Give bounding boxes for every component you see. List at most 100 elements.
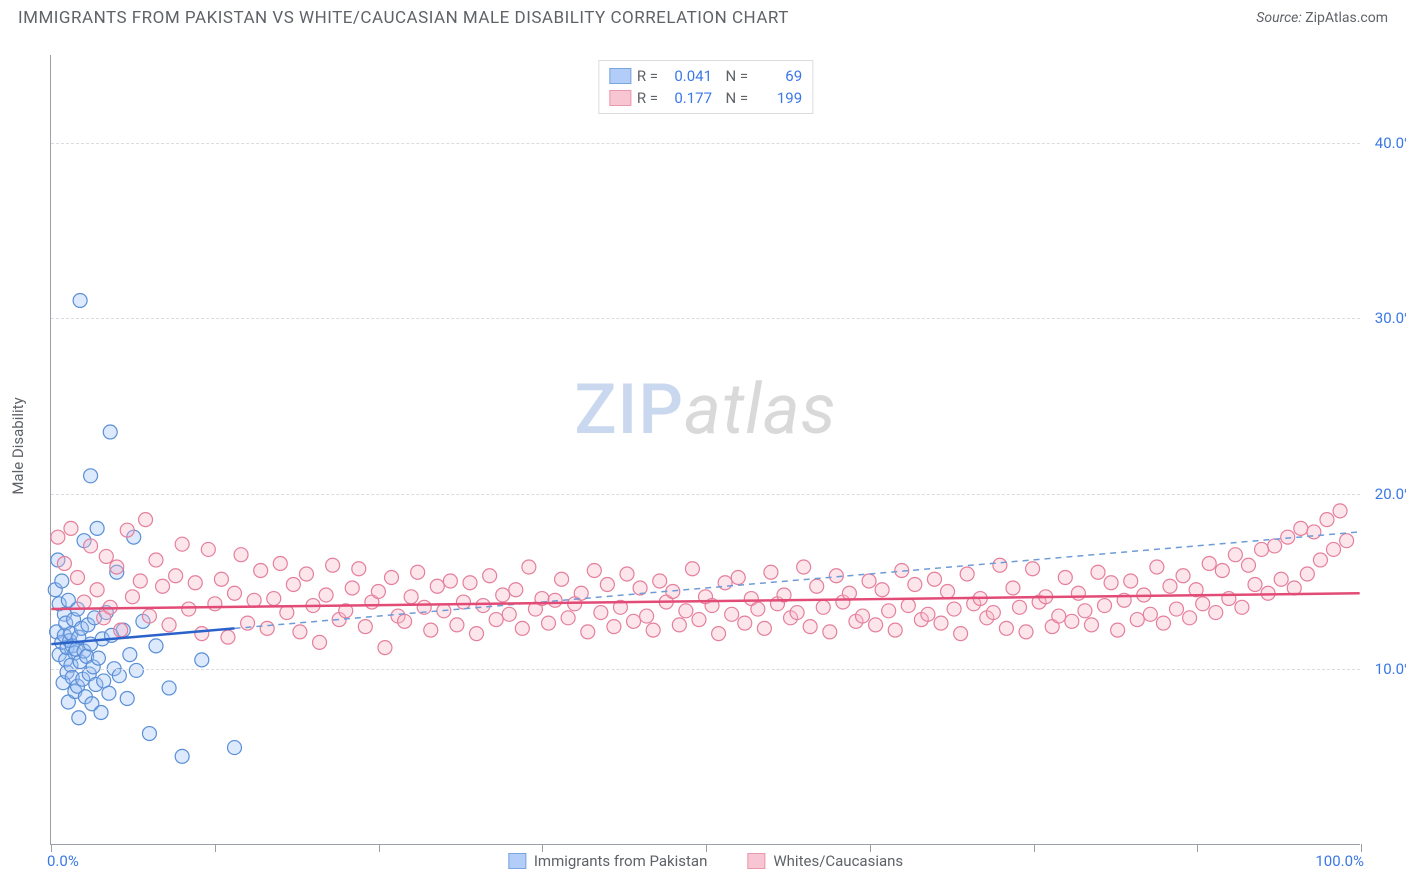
data-point bbox=[424, 623, 438, 637]
data-point bbox=[640, 609, 654, 623]
data-point bbox=[1058, 571, 1072, 585]
data-point bbox=[228, 741, 242, 755]
data-point bbox=[123, 648, 137, 662]
data-point bbox=[201, 542, 215, 556]
data-point bbox=[999, 621, 1013, 635]
data-point bbox=[214, 572, 228, 586]
data-point bbox=[247, 593, 261, 607]
data-point bbox=[280, 606, 294, 620]
data-point bbox=[175, 537, 189, 551]
data-point bbox=[286, 578, 300, 592]
stat-r-label: R = bbox=[637, 89, 658, 107]
x-tick bbox=[379, 844, 380, 852]
data-point bbox=[1235, 600, 1249, 614]
data-point bbox=[751, 602, 765, 616]
data-point bbox=[653, 574, 667, 588]
data-point bbox=[954, 627, 968, 641]
data-point bbox=[901, 599, 915, 613]
data-point bbox=[313, 635, 327, 649]
data-point bbox=[1327, 542, 1341, 556]
data-point bbox=[182, 602, 196, 616]
data-point bbox=[1026, 562, 1040, 576]
data-point bbox=[1281, 530, 1295, 544]
data-point bbox=[221, 630, 235, 644]
data-point bbox=[947, 602, 961, 616]
data-point bbox=[679, 604, 693, 618]
data-point bbox=[1091, 565, 1105, 579]
data-point bbox=[856, 609, 870, 623]
x-tick bbox=[215, 844, 216, 852]
legend-item-white: Whites/Caucasians bbox=[747, 852, 903, 870]
data-point bbox=[502, 607, 516, 621]
data-point bbox=[260, 621, 274, 635]
data-point bbox=[738, 616, 752, 630]
data-point bbox=[927, 572, 941, 586]
data-point bbox=[378, 641, 392, 655]
data-point bbox=[888, 623, 902, 637]
data-point bbox=[371, 585, 385, 599]
data-point bbox=[816, 600, 830, 614]
source-value: ZipAtlas.com bbox=[1305, 10, 1388, 26]
data-point bbox=[103, 425, 117, 439]
data-point bbox=[228, 586, 242, 600]
data-point bbox=[73, 293, 87, 307]
data-point bbox=[941, 585, 955, 599]
swatch-white-icon bbox=[747, 853, 765, 869]
data-point bbox=[352, 562, 366, 576]
data-point bbox=[456, 595, 470, 609]
x-tick bbox=[870, 844, 871, 852]
data-point bbox=[57, 556, 71, 570]
data-point bbox=[72, 711, 86, 725]
y-tick-label: 30.0% bbox=[1375, 309, 1406, 327]
data-point bbox=[430, 579, 444, 593]
data-point bbox=[1313, 553, 1327, 567]
data-point bbox=[882, 604, 896, 618]
data-point bbox=[470, 627, 484, 641]
legend-item-pakistan: Immigrants from Pakistan bbox=[508, 852, 708, 870]
data-point bbox=[1176, 569, 1190, 583]
data-point bbox=[1104, 576, 1118, 590]
data-point bbox=[993, 558, 1007, 572]
data-point bbox=[51, 530, 65, 544]
data-point bbox=[803, 620, 817, 634]
data-point bbox=[169, 569, 183, 583]
data-point bbox=[77, 595, 91, 609]
data-point bbox=[273, 556, 287, 570]
data-point bbox=[986, 606, 1000, 620]
data-point bbox=[175, 749, 189, 763]
y-tick-label: 20.0% bbox=[1375, 485, 1406, 503]
data-point bbox=[823, 625, 837, 639]
data-point bbox=[810, 579, 824, 593]
data-point bbox=[1019, 625, 1033, 639]
data-point bbox=[862, 574, 876, 588]
data-point bbox=[561, 611, 575, 625]
data-point bbox=[1241, 558, 1255, 572]
data-point bbox=[326, 558, 340, 572]
data-point bbox=[1111, 623, 1125, 637]
data-point bbox=[102, 686, 116, 700]
stats-row-white: R = 0.177 N = 199 bbox=[609, 87, 802, 109]
data-point bbox=[1228, 548, 1242, 562]
x-tick bbox=[1034, 844, 1035, 852]
source-attribution: Source: ZipAtlas.com bbox=[1256, 10, 1388, 26]
data-point bbox=[149, 553, 163, 567]
data-point bbox=[450, 618, 464, 632]
data-point bbox=[692, 613, 706, 627]
data-point bbox=[1065, 614, 1079, 628]
data-point bbox=[1071, 586, 1085, 600]
data-point bbox=[921, 607, 935, 621]
stat-n-label: N = bbox=[718, 89, 748, 107]
data-point bbox=[208, 597, 222, 611]
data-point bbox=[94, 706, 108, 720]
data-point bbox=[120, 523, 134, 537]
y-axis-label: Male Disability bbox=[9, 397, 27, 494]
data-point bbox=[463, 576, 477, 590]
x-axis-max-label: 100.0% bbox=[1315, 852, 1364, 870]
y-tick-label: 40.0% bbox=[1375, 134, 1406, 152]
data-point bbox=[1209, 606, 1223, 620]
data-point bbox=[1052, 609, 1066, 623]
data-point bbox=[790, 606, 804, 620]
data-point bbox=[1170, 602, 1184, 616]
data-point bbox=[712, 627, 726, 641]
data-point bbox=[1130, 613, 1144, 627]
